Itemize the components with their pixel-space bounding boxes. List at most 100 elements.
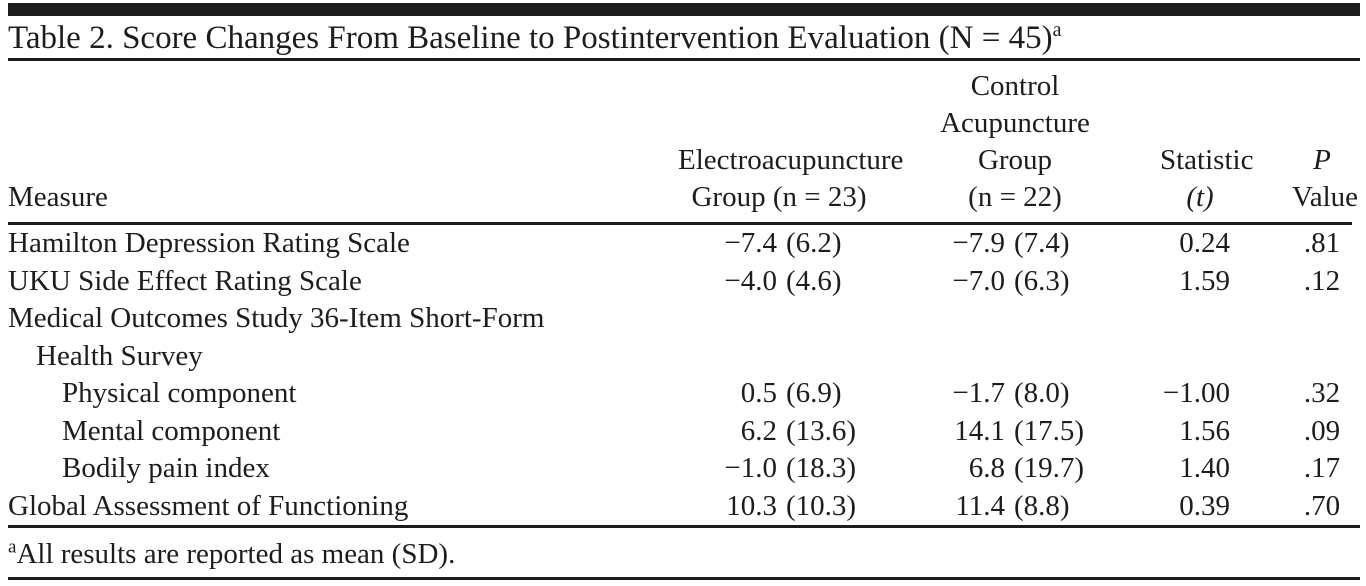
measure-header-label: Measure [8, 181, 108, 213]
ea-value-cell: −7.4 (6.2) [640, 224, 880, 263]
top-rule [8, 3, 1360, 16]
measure-cell: Physical component [8, 375, 640, 413]
control-mean: 14.1 [954, 414, 1005, 447]
measure-cell: Mental component [8, 413, 640, 451]
control-mean: 11.4 [955, 489, 1005, 522]
score-changes-table: Measure Electroacupuncture Group (n = 23… [8, 61, 1359, 526]
ea-mean: 6.2 [740, 414, 777, 447]
measure-label: Bodily pain index [62, 452, 270, 484]
col-header-statistic-t: Statistic (t) [1110, 61, 1254, 225]
p-header-line2: Value [1292, 181, 1359, 213]
p-value-cell: .70 [1303, 489, 1341, 522]
t-statistic-cell: 0.39 [1179, 489, 1230, 522]
control-value-cell-empty [880, 300, 1110, 375]
ea-mean: 0.5 [740, 377, 777, 409]
table-row-mental-component: Mental component 6.2 (13.6) 14.1 (17.5) 1.… [8, 413, 1352, 451]
ea-mean: −4.0 [724, 264, 777, 297]
control-header-line3: Group [977, 144, 1053, 176]
control-mean: 6.8 [968, 452, 1005, 484]
measure-label-continuation: Health Survey [36, 339, 203, 372]
control-sd: (7.4) [1014, 227, 1070, 259]
control-sd: (8.8) [1014, 489, 1070, 522]
statistic-header-line2: (t) [1186, 181, 1214, 213]
control-value-cell: 14.1 (17.5) [880, 413, 1110, 451]
measure-label: Hamilton Depression Rating Scale [8, 227, 410, 259]
ea-sd: (6.2) [786, 227, 842, 259]
ea-value-cell: −4.0 (4.6) [640, 263, 880, 301]
footnote-marker: a [8, 536, 17, 558]
p-value-cell: .17 [1303, 452, 1341, 484]
ea-value-cell: −1.0 (18.3) [640, 450, 880, 488]
t-statistic-cell: −1.00 [1162, 377, 1230, 409]
table-row-uku: UKU Side Effect Rating Scale −4.0 (4.6) −… [8, 263, 1352, 301]
table-title: Table 2. Score Changes From Baseline to … [8, 16, 1360, 61]
p-value-cell: .81 [1303, 227, 1341, 259]
t-statistic-cell: 1.56 [1179, 414, 1230, 447]
p-value-cell: .09 [1303, 414, 1341, 447]
measure-cell: Global Assessment of Functioning [8, 488, 640, 526]
control-mean: −1.7 [952, 377, 1005, 409]
measure-label: Medical Outcomes Study 36-Item Short-For… [8, 302, 545, 334]
footnote-text: All results are reported as mean (SD). [16, 538, 456, 570]
table-header: Measure Electroacupuncture Group (n = 23… [8, 61, 1359, 225]
ea-value-cell: 6.2 (13.6) [640, 413, 880, 451]
control-sd: (17.5) [1014, 414, 1085, 447]
ea-sd: (4.6) [786, 264, 842, 297]
control-value-cell: 6.8 (19.7) [880, 450, 1110, 488]
control-mean: −7.9 [952, 227, 1005, 259]
header-row: Measure Electroacupuncture Group (n = 23… [8, 61, 1359, 225]
p-value-cell-empty [1240, 300, 1352, 375]
col-header-p-value: P Value [1240, 61, 1359, 225]
ea-value-cell: 0.5 (6.9) [640, 375, 880, 413]
control-sd: (19.7) [1014, 452, 1085, 484]
ea-sd: (6.9) [786, 377, 842, 409]
t-statistic-cell: 1.40 [1179, 452, 1230, 484]
t-statistic-cell: 1.59 [1179, 264, 1230, 297]
p-value-cell: .12 [1303, 264, 1341, 297]
measure-cell: Medical Outcomes Study 36-Item Short-For… [8, 300, 640, 375]
measure-label: Physical component [62, 377, 297, 409]
measure-label: Global Assessment of Functioning [8, 489, 409, 522]
t-statistic-cell-empty [1110, 300, 1240, 375]
control-header-line1: Control [970, 70, 1060, 102]
col-header-electroacupuncture-group: Electroacupuncture Group (n = 23) [640, 61, 904, 225]
table-row-mos-sf36-group-label: Medical Outcomes Study 36-Item Short-For… [8, 300, 1352, 375]
statistic-header-line1: Statistic [1160, 144, 1254, 176]
p-header-line1: P [1313, 144, 1331, 176]
ea-sd: (13.6) [786, 414, 857, 447]
control-value-cell: −1.7 (8.0) [880, 375, 1110, 413]
p-value-cell: .32 [1303, 377, 1341, 409]
col-header-measure: Measure [8, 61, 640, 225]
control-header-line2: Acupuncture [940, 107, 1090, 139]
table-body: Hamilton Depression Rating Scale −7.4 (6.… [8, 224, 1352, 526]
ea-header-line1: Electroacupuncture [678, 144, 904, 176]
control-sd: (8.0) [1014, 377, 1070, 409]
measure-cell: UKU Side Effect Rating Scale [8, 263, 640, 301]
ea-sd: (10.3) [786, 489, 857, 522]
control-value-cell: −7.0 (6.3) [880, 263, 1110, 301]
table-footnote: aAll results are reported as mean (SD). [8, 525, 1360, 580]
measure-cell: Hamilton Depression Rating Scale [8, 224, 640, 263]
t-statistic-cell: 0.24 [1179, 227, 1230, 259]
table-row-bodily-pain-index: Bodily pain index −1.0 (18.3) 6.8 (19.7) 1… [8, 450, 1352, 488]
ea-mean: −7.4 [724, 227, 777, 259]
table-title-text: Table 2. Score Changes From Baseline to … [8, 20, 1053, 56]
ea-value-cell: 10.3 (10.3) [640, 488, 880, 526]
ea-mean: 10.3 [726, 489, 777, 522]
ea-header-line2: Group (n = 23) [691, 181, 867, 213]
table-row-physical-component: Physical component 0.5 (6.9) −1.7 (8.0) −1… [8, 375, 1352, 413]
control-value-cell: −7.9 (7.4) [880, 224, 1110, 263]
measure-label: UKU Side Effect Rating Scale [8, 264, 362, 297]
measure-label: Mental component [62, 414, 281, 447]
title-footnote-marker: a [1052, 19, 1062, 41]
control-value-cell: 11.4 (8.8) [880, 488, 1110, 526]
table-row-hamilton: Hamilton Depression Rating Scale −7.4 (6.… [8, 224, 1352, 263]
table-row-gaf: Global Assessment of Functioning 10.3 (10… [8, 488, 1352, 526]
ea-sd: (18.3) [786, 452, 857, 484]
control-sd: (6.3) [1014, 264, 1070, 297]
ea-value-cell-empty [640, 300, 880, 375]
control-header-line4: (n = 22) [968, 181, 1062, 213]
measure-cell: Bodily pain index [8, 450, 640, 488]
ea-mean: −1.0 [724, 452, 777, 484]
